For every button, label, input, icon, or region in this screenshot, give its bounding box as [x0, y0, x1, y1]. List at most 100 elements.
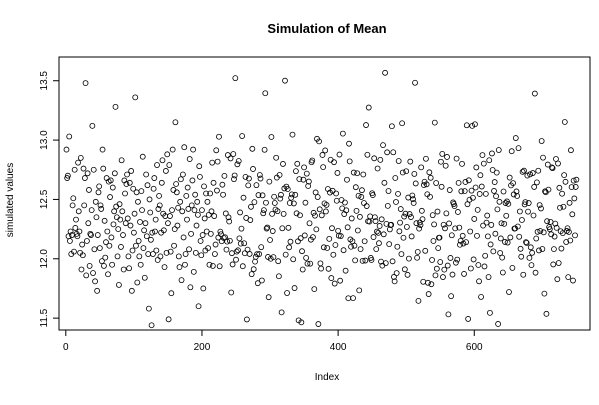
data-point: [126, 265, 133, 272]
data-point: [344, 224, 351, 231]
data-point: [540, 229, 547, 236]
data-point: [188, 202, 195, 209]
data-point: [282, 77, 288, 84]
data-point: [565, 274, 572, 281]
data-point: [322, 147, 329, 154]
data-point: [417, 222, 424, 228]
data-point: [534, 179, 540, 186]
data-point: [130, 229, 137, 236]
data-point: [317, 260, 324, 267]
data-point: [338, 197, 345, 203]
y-tick-label: 12.5: [39, 189, 50, 209]
data-point: [75, 159, 81, 166]
data-point: [164, 151, 171, 158]
data-point: [171, 242, 177, 249]
data-point: [311, 286, 318, 293]
data-point: [534, 228, 541, 235]
data-point: [343, 207, 350, 214]
data-point: [562, 178, 569, 185]
data-point: [305, 178, 312, 185]
data-point: [566, 199, 573, 206]
data-point: [123, 181, 130, 187]
data-point: [555, 160, 561, 167]
data-point: [169, 207, 175, 214]
data-point: [495, 321, 501, 327]
data-point: [555, 260, 562, 266]
data-point: [152, 216, 159, 223]
data-point: [371, 214, 378, 221]
data-point: [442, 162, 449, 169]
data-point: [303, 170, 310, 177]
data-point: [144, 182, 151, 189]
data-point: [548, 164, 555, 171]
data-point: [521, 167, 527, 174]
data-point: [538, 138, 545, 144]
data-point: [423, 181, 430, 188]
data-point: [509, 265, 516, 271]
data-point: [522, 199, 529, 205]
data-point: [570, 277, 576, 284]
data-point: [427, 174, 434, 181]
data-point: [143, 233, 150, 240]
data-point: [154, 162, 160, 168]
y-axis: 11.5 12.0 12.5 13.0 13.5: [39, 71, 60, 327]
data-point: [204, 198, 211, 205]
data-point: [184, 184, 191, 191]
data-point: [414, 248, 421, 255]
data-point: [460, 240, 467, 247]
data-point: [157, 253, 164, 260]
data-point: [138, 188, 145, 195]
data-point: [388, 221, 395, 228]
data-point: [319, 152, 326, 158]
data-point: [100, 165, 107, 172]
data-point: [389, 258, 396, 265]
data-point: [342, 199, 348, 206]
data-point: [207, 230, 214, 237]
data-point: [572, 184, 579, 190]
data-point: [503, 212, 510, 219]
data-point: [470, 256, 477, 263]
data-point: [536, 247, 542, 254]
data-point: [567, 237, 574, 244]
data-point: [235, 247, 241, 254]
data-point: [133, 242, 139, 249]
data-point: [332, 242, 339, 248]
data-point: [363, 203, 370, 209]
data-point: [237, 240, 244, 247]
data-point: [120, 266, 127, 273]
data-point: [428, 281, 435, 288]
data-point: [540, 154, 546, 161]
data-point: [375, 229, 382, 236]
data-point: [193, 222, 200, 229]
data-point: [333, 197, 340, 204]
data-point: [429, 257, 435, 263]
data-point: [161, 264, 168, 270]
data-point: [376, 223, 383, 229]
data-point: [537, 228, 544, 234]
data-point: [177, 176, 184, 183]
data-point: [369, 192, 376, 198]
data-point: [494, 206, 501, 213]
data-point: [316, 206, 323, 213]
data-point: [553, 224, 560, 231]
data-point: [372, 218, 379, 225]
data-point: [512, 135, 519, 141]
data-point: [357, 246, 364, 253]
data-point: [229, 261, 236, 268]
data-point: [126, 179, 133, 186]
data-point: [399, 169, 406, 176]
data-point: [147, 209, 154, 216]
data-point: [288, 194, 295, 201]
data-point: [84, 238, 90, 244]
data-point: [198, 252, 205, 259]
data-point: [418, 207, 425, 214]
data-point: [228, 289, 235, 296]
data-point: [158, 179, 165, 186]
data-point: [96, 245, 103, 252]
data-point: [385, 188, 392, 194]
data-point: [448, 232, 455, 239]
data-point: [461, 188, 468, 194]
data-point: [127, 222, 134, 229]
data-point: [226, 218, 233, 225]
data-point: [74, 233, 81, 240]
